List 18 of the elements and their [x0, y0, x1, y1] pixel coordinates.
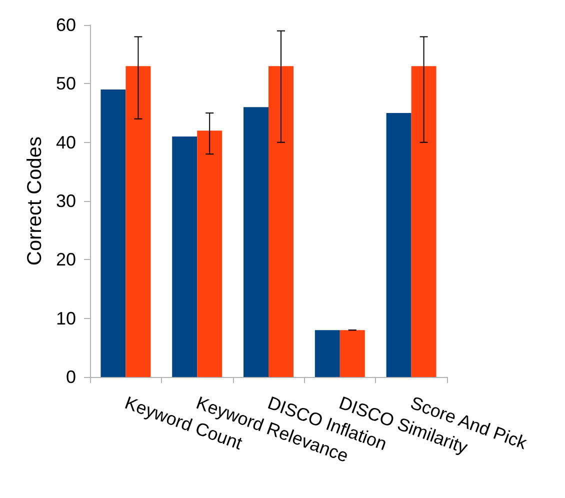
y-tick-label: 20 — [56, 250, 76, 270]
y-tick-label: 40 — [56, 132, 76, 152]
bar — [386, 113, 412, 377]
bar — [244, 107, 268, 377]
y-tick-label: 50 — [56, 74, 76, 94]
bar — [268, 66, 294, 377]
y-tick-label: 10 — [56, 308, 76, 328]
bar — [100, 90, 126, 377]
y-axis-title: Correct Codes — [24, 136, 46, 266]
bar — [172, 136, 198, 377]
bar — [126, 66, 151, 377]
y-tick-label: 60 — [56, 15, 76, 35]
bar — [340, 330, 365, 377]
bar — [197, 130, 222, 377]
bar — [411, 66, 436, 377]
y-tick-label: 30 — [56, 191, 76, 211]
y-tick-label: 0 — [66, 367, 76, 387]
bar — [314, 330, 340, 377]
